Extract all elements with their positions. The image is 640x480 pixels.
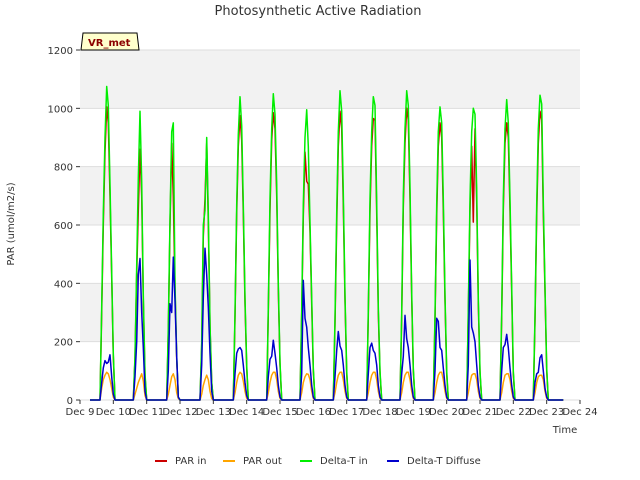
y-bands: [80, 50, 580, 342]
y-axis-ticks: 0 200 400 600 800 1000 1200: [48, 46, 80, 407]
y-axis-label: PAR (umol/m2/s): [6, 182, 17, 265]
y-tick-label: 400: [54, 279, 73, 290]
x-tick-label: Dec 15: [262, 407, 297, 418]
x-tick-label: Dec 24: [562, 407, 597, 418]
legend: PAR in PAR out Delta-T in Delta-T Diffuse: [155, 456, 481, 467]
chart-title: Photosynthetic Active Radiation: [215, 4, 422, 19]
y-band: [80, 166, 580, 225]
series-line-delta-t-diffuse: [90, 247, 564, 401]
x-tick-label: Dec 16: [296, 407, 331, 418]
x-tick-label: Dec 10: [96, 407, 131, 418]
y-band: [80, 283, 580, 342]
x-tick-label: Dec 9: [66, 407, 95, 418]
station-badge: VR_met: [80, 32, 140, 51]
x-tick-label: Dec 12: [162, 407, 197, 418]
y-tick-label: 1000: [48, 104, 73, 115]
x-tick-label: Dec 23: [529, 407, 564, 418]
legend-label-par-in: PAR in: [175, 456, 206, 467]
x-tick-label: Dec 22: [496, 407, 531, 418]
station-label: VR_met: [88, 38, 131, 49]
x-tick-label: Dec 13: [196, 407, 231, 418]
x-tick-label: Dec 20: [429, 407, 464, 418]
x-tick-label: Dec 14: [229, 407, 264, 418]
y-tick-label: 1200: [48, 46, 73, 57]
y-tick-label: 200: [54, 338, 73, 349]
legend-label-delta-t-in: Delta-T in: [320, 456, 368, 467]
station-badge-box: [80, 32, 140, 51]
x-tick-label: Dec 18: [362, 407, 397, 418]
legend-label-par-out: PAR out: [243, 456, 282, 467]
x-tick-label: Dec 11: [129, 407, 164, 418]
legend-label-delta-t-diffuse: Delta-T Diffuse: [407, 456, 481, 467]
y-tick-label: 600: [54, 221, 73, 232]
x-axis-label: Time: [552, 425, 577, 436]
x-tick-label: Dec 19: [396, 407, 431, 418]
x-tick-label: Dec 17: [329, 407, 364, 418]
series-lines: [90, 85, 564, 401]
y-tick-label: 800: [54, 163, 73, 174]
x-tick-label: Dec 21: [462, 407, 497, 418]
y-tick-label: 0: [67, 396, 73, 407]
y-band: [80, 50, 580, 109]
